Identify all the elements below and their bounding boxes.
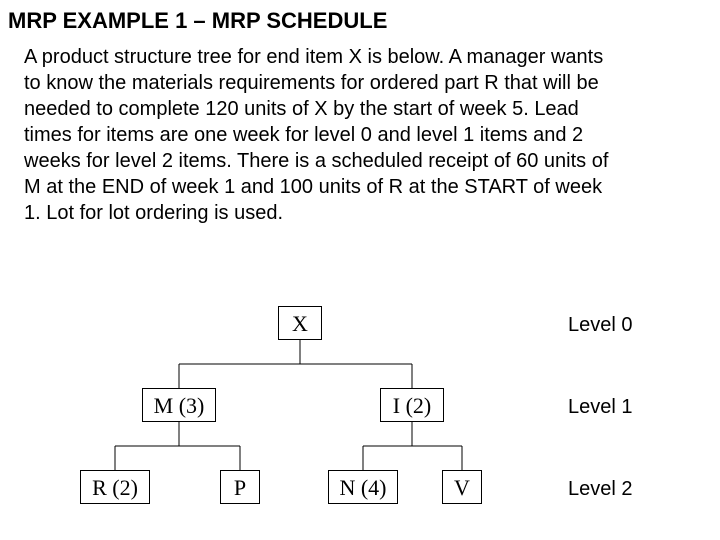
node-n: N (4): [328, 470, 398, 504]
product-structure-tree: X M (3) I (2) R (2) P N (4) V Level 0 Le…: [0, 300, 720, 530]
level-1-label: Level 1: [568, 396, 633, 419]
level-0-label: Level 0: [568, 314, 633, 337]
node-x: X: [278, 306, 322, 340]
page-title: MRP EXAMPLE 1 – MRP SCHEDULE: [0, 0, 720, 34]
problem-statement: A product structure tree for end item X …: [0, 34, 640, 226]
node-v: V: [442, 470, 482, 504]
level-2-label: Level 2: [568, 478, 633, 501]
node-m: M (3): [142, 388, 216, 422]
node-r: R (2): [80, 470, 150, 504]
node-p: P: [220, 470, 260, 504]
node-i: I (2): [380, 388, 444, 422]
